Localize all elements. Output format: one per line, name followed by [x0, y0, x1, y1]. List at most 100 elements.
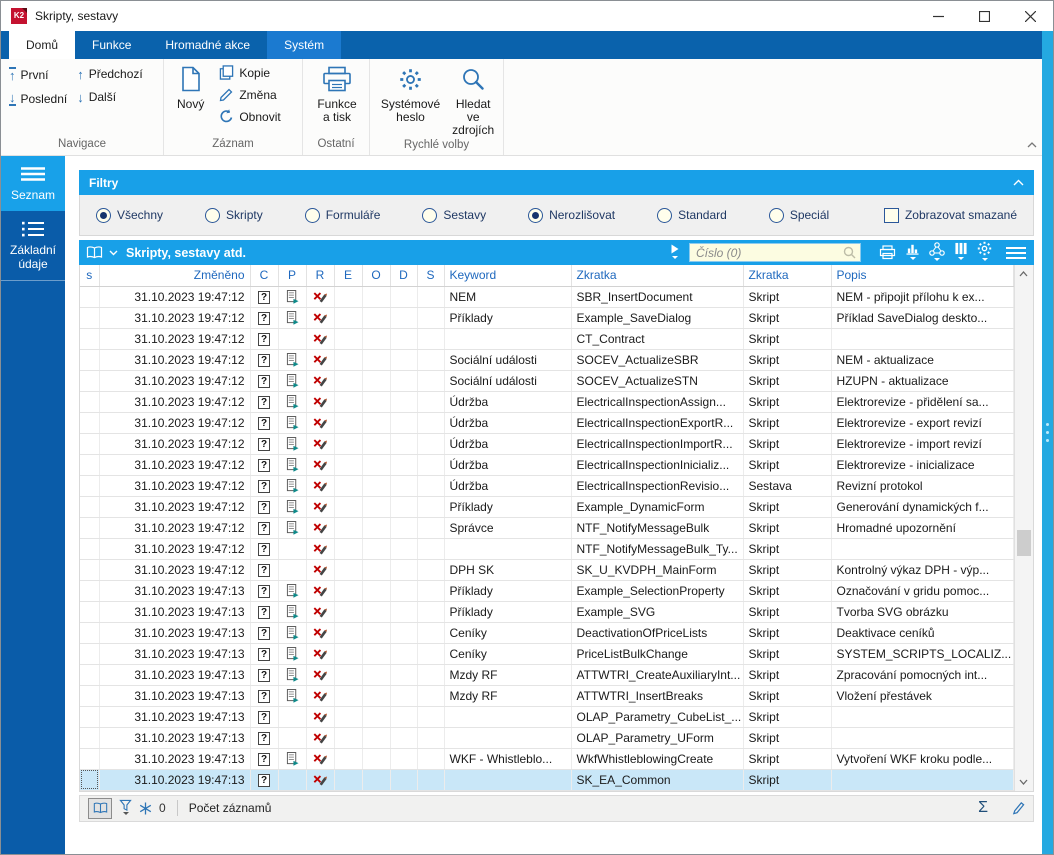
cell[interactable]: PriceListBulkChange — [571, 643, 744, 665]
cell[interactable] — [444, 328, 572, 350]
table-row[interactable]: 31.10.2023 19:47:13? Ceníky DeactivationOf… — [80, 622, 1014, 644]
table-row[interactable]: 31.10.2023 19:47:13? Mzdy RF ATTWTRI_Inser… — [80, 685, 1014, 707]
cell[interactable] — [278, 622, 307, 644]
last-button[interactable]: ↓ Poslední — [9, 90, 68, 106]
cell[interactable] — [417, 454, 445, 476]
cell[interactable]: ? — [250, 622, 279, 644]
column-header-e[interactable]: E — [334, 265, 363, 287]
column-header-p[interactable]: P — [278, 265, 307, 287]
cell[interactable]: ElectricalInspectionInicializ... — [571, 454, 744, 476]
cell[interactable]: Elektrorevize - přidělení sa... — [831, 391, 1014, 413]
table-row[interactable]: 31.10.2023 19:47:13? SK_EA_Common Skript — [80, 769, 1014, 791]
cell[interactable] — [390, 559, 418, 581]
cell[interactable] — [306, 370, 335, 392]
cell[interactable] — [80, 370, 100, 392]
cell[interactable] — [334, 370, 363, 392]
cell[interactable] — [334, 475, 363, 497]
table-row[interactable]: 31.10.2023 19:47:13? WKF - Whistleblo... W… — [80, 748, 1014, 770]
cell[interactable] — [306, 517, 335, 539]
column-header-popis[interactable]: Popis — [831, 265, 1014, 287]
cell[interactable] — [306, 349, 335, 371]
cell[interactable]: ? — [250, 517, 279, 539]
cell[interactable] — [362, 370, 391, 392]
cell[interactable]: ElectricalInspectionAssign... — [571, 391, 744, 413]
cell[interactable]: ? — [250, 769, 279, 791]
cell[interactable] — [80, 328, 100, 350]
cell[interactable]: 31.10.2023 19:47:13 — [99, 706, 251, 728]
cell[interactable]: Příklady — [444, 601, 572, 623]
cell[interactable]: ? — [250, 328, 279, 350]
cell[interactable] — [362, 748, 391, 770]
cell[interactable] — [417, 538, 445, 560]
columns-button[interactable] — [954, 242, 968, 263]
scrollbar-thumb[interactable] — [1016, 530, 1031, 556]
cell[interactable]: Example_SaveDialog — [571, 307, 744, 329]
filter-radio-standard[interactable]: Standard — [657, 207, 727, 223]
filters-header[interactable]: Filtry — [79, 170, 1034, 195]
filter-radio-v-echny[interactable]: Všechny — [96, 207, 163, 223]
print-button[interactable] — [879, 245, 896, 260]
cell[interactable] — [278, 685, 307, 707]
cell[interactable]: Example_DynamicForm — [571, 496, 744, 518]
cell[interactable] — [390, 496, 418, 518]
cell[interactable] — [390, 286, 418, 308]
cell[interactable]: 31.10.2023 19:47:12 — [99, 286, 251, 308]
search-box[interactable] — [689, 243, 861, 262]
cell[interactable]: 31.10.2023 19:47:12 — [99, 475, 251, 497]
cell[interactable] — [278, 517, 307, 539]
table-row[interactable]: 31.10.2023 19:47:13? Příklady Example_Sele… — [80, 580, 1014, 602]
table-row[interactable]: 31.10.2023 19:47:12? Příklady Example_Dyna… — [80, 496, 1014, 518]
cell[interactable] — [306, 538, 335, 560]
cell[interactable] — [80, 727, 100, 749]
scrollbar-track[interactable] — [1015, 283, 1034, 773]
cell[interactable] — [80, 307, 100, 329]
cell[interactable] — [362, 664, 391, 686]
cell[interactable]: 31.10.2023 19:47:12 — [99, 370, 251, 392]
cell[interactable] — [306, 769, 335, 791]
cell[interactable] — [417, 412, 445, 434]
cell[interactable] — [80, 391, 100, 413]
cell[interactable] — [334, 454, 363, 476]
cell[interactable] — [831, 727, 1014, 749]
cell[interactable] — [390, 727, 418, 749]
cell[interactable] — [334, 517, 363, 539]
cell[interactable] — [417, 286, 445, 308]
cell[interactable]: Example_SVG — [571, 601, 744, 623]
cell[interactable]: Příklady — [444, 496, 572, 518]
cell[interactable]: Skript — [743, 454, 832, 476]
previous-button[interactable]: ↑ Předchozí — [77, 66, 143, 82]
table-row[interactable]: 31.10.2023 19:47:12? DPH SK SK_U_KVDPH_Mai… — [80, 559, 1014, 581]
cell[interactable] — [334, 286, 363, 308]
cell[interactable]: 31.10.2023 19:47:12 — [99, 538, 251, 560]
cell[interactable] — [362, 412, 391, 434]
cell[interactable]: Skript — [743, 769, 832, 791]
cell[interactable] — [417, 496, 445, 518]
cell[interactable]: 31.10.2023 19:47:12 — [99, 559, 251, 581]
filter-radio-sestavy[interactable]: Sestavy — [422, 207, 486, 223]
cell[interactable] — [278, 559, 307, 581]
table-row[interactable]: 31.10.2023 19:47:13? Příklady Example_SVG S… — [80, 601, 1014, 623]
cell[interactable]: DeactivationOfPriceLists — [571, 622, 744, 644]
column-header-zm-n-no[interactable]: Změněno — [99, 265, 251, 287]
cell[interactable] — [306, 622, 335, 644]
cell[interactable]: WKF - Whistleblo... — [444, 748, 572, 770]
cell[interactable]: Správce — [444, 517, 572, 539]
cell[interactable]: Skript — [743, 328, 832, 350]
cell[interactable] — [278, 328, 307, 350]
relations-button[interactable] — [929, 241, 945, 264]
cell[interactable] — [334, 328, 363, 350]
cell[interactable] — [362, 559, 391, 581]
cell[interactable] — [390, 643, 418, 665]
column-header-zkratka[interactable]: Zkratka — [743, 265, 832, 287]
cell[interactable]: 31.10.2023 19:47:12 — [99, 454, 251, 476]
cell[interactable]: 31.10.2023 19:47:13 — [99, 748, 251, 770]
cell[interactable]: ? — [250, 433, 279, 455]
cell[interactable] — [306, 706, 335, 728]
refresh-button[interactable]: Obnovit — [219, 109, 281, 124]
cell[interactable]: Example_SelectionProperty — [571, 580, 744, 602]
cell[interactable] — [417, 748, 445, 770]
column-header-c[interactable]: C — [250, 265, 279, 287]
cell[interactable] — [80, 685, 100, 707]
cell[interactable]: ? — [250, 370, 279, 392]
copy-button[interactable]: Kopie — [219, 65, 280, 80]
